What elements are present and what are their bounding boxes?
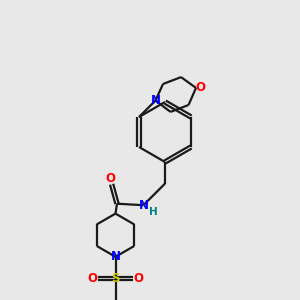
Text: N: N — [110, 250, 121, 263]
Text: N: N — [138, 199, 148, 212]
Text: O: O — [105, 172, 115, 185]
Text: S: S — [111, 272, 120, 285]
Text: N: N — [151, 94, 160, 107]
Text: O: O — [88, 272, 98, 285]
Text: O: O — [196, 81, 206, 94]
Text: H: H — [148, 207, 158, 217]
Text: O: O — [133, 272, 143, 285]
